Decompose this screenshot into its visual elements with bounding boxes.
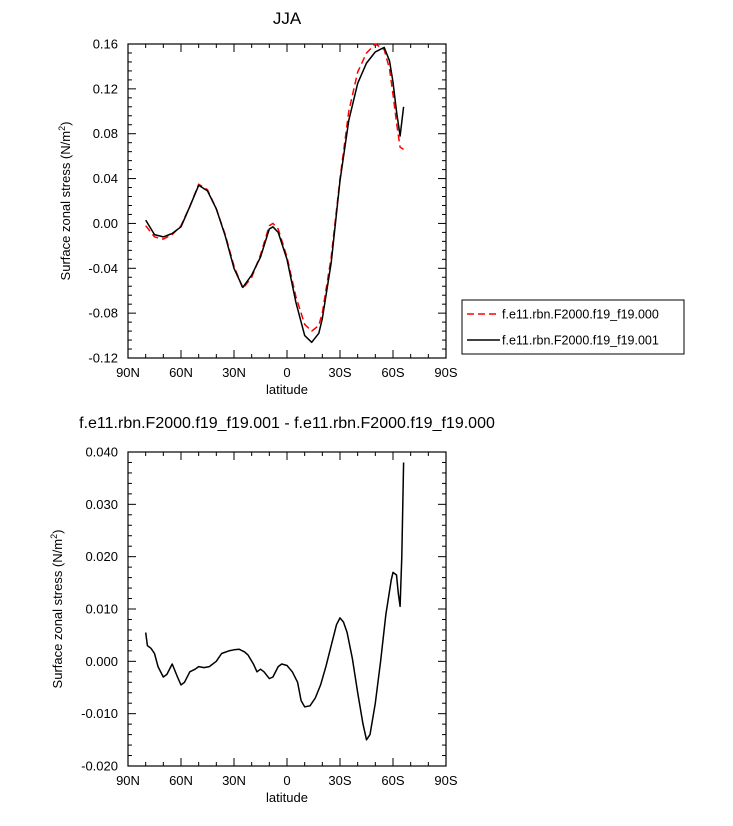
y-tick-label: -0.12 <box>88 351 118 366</box>
y-axis-label-sup: 2 <box>57 126 67 131</box>
y-tick-label: 0.040 <box>85 445 118 460</box>
legend: f.e11.rbn.F2000.f19_f19.000 f.e11.rbn.F20… <box>461 299 685 355</box>
plot-frame <box>127 451 447 767</box>
y-tick-label: 0.010 <box>85 602 118 617</box>
y-axis-label-end: ) <box>58 122 73 126</box>
x-axis-label: latitude <box>266 382 308 397</box>
y-tick-label: 0.020 <box>85 549 118 564</box>
y-tick-label: -0.04 <box>88 261 118 276</box>
y-tick-label: -0.010 <box>81 706 118 721</box>
y-axis-label-text: Surface zonal stress (N/m <box>58 131 73 281</box>
x-tick-label: 90N <box>116 773 140 788</box>
x-tick-label: 60S <box>381 365 404 380</box>
series-line-2 <box>145 46 405 344</box>
y-tick-label: 0.000 <box>85 654 118 669</box>
y-axis-label-text: Surface zonal stress (N/m <box>50 539 65 689</box>
y-axis-label: Surface zonal stress (N/m2) <box>57 122 73 281</box>
y-tick-label: 0.04 <box>93 171 118 186</box>
y-tick-label: 0.08 <box>93 126 118 141</box>
x-tick-label: 30N <box>222 773 246 788</box>
y-axis-label-sup: 2 <box>49 534 59 539</box>
series-line-1 <box>145 43 404 332</box>
y-tick-label: -0.020 <box>81 759 118 774</box>
chart-title: f.e11.rbn.F2000.f19_f19.001 - f.e11.rbn.… <box>79 415 495 432</box>
legend-label: f.e11.rbn.F2000.f19_f19.000 <box>502 308 659 322</box>
y-axis-label: Surface zonal stress (N/m2) <box>49 530 65 689</box>
x-tick-label: 30S <box>328 365 351 380</box>
x-tick-label: 0 <box>283 773 290 788</box>
legend-box <box>461 299 685 355</box>
x-tick-label: 60N <box>169 773 193 788</box>
chart-title: JJA <box>273 9 302 28</box>
y-axis-label-end: ) <box>50 530 65 534</box>
x-tick-label: 60N <box>169 365 193 380</box>
x-tick-label: 30S <box>328 773 351 788</box>
x-tick-label: 90S <box>434 365 457 380</box>
y-tick-label: 0.12 <box>93 81 118 96</box>
plot-frame <box>127 43 447 359</box>
x-tick-label: 90N <box>116 365 140 380</box>
series-line-1 <box>144 462 405 741</box>
x-tick-label: 90S <box>434 773 457 788</box>
legend-label: f.e11.rbn.F2000.f19_f19.001 <box>502 334 659 348</box>
y-tick-label: -0.08 <box>88 306 118 321</box>
chart-panel-1: JJA 90N 60N 30N 0 30S 60S 90S -0.12 -0.08 -0.04 0.0… <box>57 9 685 397</box>
y-tick-label: 0.030 <box>85 497 118 512</box>
x-axis-label: latitude <box>266 790 308 805</box>
y-tick-label: 0.00 <box>93 216 118 231</box>
x-tick-label: 60S <box>381 773 404 788</box>
chart-panel-2: f.e11.rbn.F2000.f19_f19.001 - f.e11.rbn.… <box>49 415 495 805</box>
y-tick-label: 0.16 <box>93 37 118 52</box>
x-tick-label: 0 <box>283 365 290 380</box>
x-tick-label: 30N <box>222 365 246 380</box>
